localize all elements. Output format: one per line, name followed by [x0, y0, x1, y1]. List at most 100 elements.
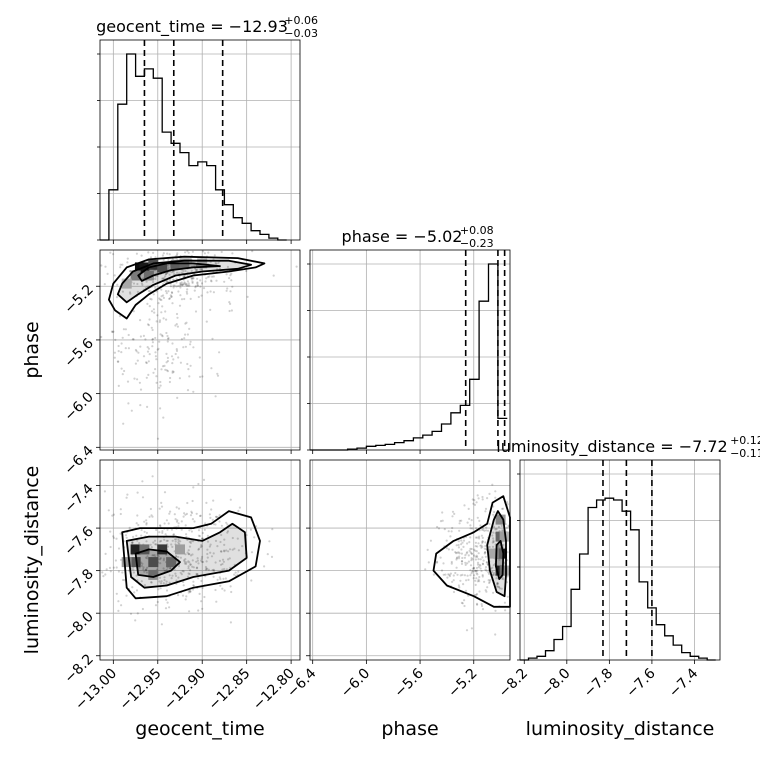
scatter-point-1-241: [104, 573, 107, 576]
scatter-point-1-79: [166, 601, 169, 604]
scatter-point-1-486: [105, 568, 108, 571]
contour-luminosity_distance_vs_phase-inner: [494, 540, 505, 580]
scatter-point-0-84: [229, 290, 232, 293]
scatter-point-1-234: [182, 580, 185, 584]
scatter-point-0-442: [184, 322, 187, 325]
scatter-point-2-350: [450, 560, 453, 564]
scatter-point-0-505: [186, 389, 190, 392]
scatter-point-1-221: [109, 545, 112, 549]
scatter-point-1-463: [172, 533, 175, 536]
scatter-point-0-415: [154, 368, 157, 371]
scatter-point-0-265: [113, 274, 116, 277]
scatter-point-1-253: [192, 486, 195, 489]
scatter-point-1-202: [134, 619, 137, 622]
scatter-point-1-461: [158, 580, 161, 583]
scatter-point-0-2: [152, 280, 155, 284]
scatter-point-1-406: [225, 521, 228, 524]
scatter-point-1-269: [219, 584, 222, 587]
scatter-point-1-287: [136, 539, 139, 542]
scatter-point-2-242: [457, 546, 460, 549]
scatter-point-0-476: [145, 361, 148, 364]
scatter-point-1-204: [229, 621, 232, 624]
scatter-point-1-476: [189, 563, 192, 566]
scatter-point-0-158: [228, 309, 231, 313]
scatter-point-1-243: [200, 559, 203, 562]
scatter-point-0-525: [127, 347, 130, 350]
scatter-point-0-99: [167, 259, 170, 262]
scatter-point-2-347: [493, 571, 496, 575]
scatter-point-1-356: [140, 534, 143, 537]
scatter-point-0-437: [198, 356, 201, 359]
scatter-point-2-234: [500, 524, 503, 528]
scatter-point-0-471: [178, 377, 181, 380]
scatter-point-0-361: [182, 269, 185, 273]
scatter-point-2-244: [470, 519, 473, 522]
scatter-point-0-284: [180, 283, 183, 286]
scatter-point-1-394: [250, 579, 253, 582]
scatter-point-0-162: [146, 285, 149, 288]
scatter-point-0-195: [230, 309, 233, 312]
scatter-point-0-445: [186, 362, 189, 366]
scatter-point-0-12: [187, 284, 190, 287]
scatter-point-2-46: [478, 480, 481, 483]
scatter-point-0-187: [168, 297, 171, 300]
scatter-point-1-444: [233, 547, 236, 550]
scatter-point-2-369: [477, 566, 480, 569]
scatter-point-1-244: [128, 526, 131, 530]
scatter-point-1-497: [145, 523, 148, 526]
scatter-point-0-294: [272, 274, 275, 277]
scatter-point-1-348: [215, 600, 218, 603]
scatter-point-0-169: [153, 311, 156, 314]
scatter-point-1-268: [150, 581, 153, 584]
scatter-point-2-335: [488, 545, 491, 549]
scatter-point-2-20: [475, 602, 479, 606]
scatter-point-2-5: [484, 507, 488, 510]
scatter-point-0-452: [150, 310, 154, 313]
scatter-point-2-182: [466, 521, 469, 524]
scatter-point-0-113: [149, 256, 153, 259]
scatter-point-0-258: [159, 298, 162, 301]
scatter-point-1-437: [253, 536, 256, 539]
scatter-point-0-37: [195, 269, 198, 272]
scatter-point-2-112: [491, 545, 495, 548]
scatter-point-0-456: [185, 321, 188, 324]
scatter-point-0-165: [225, 273, 228, 276]
scatter-point-0-325: [212, 275, 215, 278]
scatter-point-0-55: [177, 284, 180, 288]
scatter-point-1-67: [184, 598, 187, 601]
scatter-point-0-189: [157, 302, 160, 305]
scatter-point-1-189: [144, 569, 147, 572]
density-cell-luminosity_distance_vs_phase-7: [499, 565, 510, 576]
scatter-point-0-491: [144, 338, 147, 341]
scatter-point-0-519: [137, 351, 140, 354]
x-tick-label-phase-2: −5.6: [392, 665, 427, 700]
y-axis-label-phase: phase: [21, 321, 43, 378]
scatter-point-2-102: [473, 548, 476, 551]
scatter-point-2-185: [469, 551, 472, 554]
scatter-point-1-10: [158, 531, 161, 534]
scatter-point-2-114: [470, 557, 473, 560]
scatter-point-1-489: [109, 570, 112, 573]
scatter-point-0-242: [109, 251, 112, 254]
scatter-point-2-205: [455, 558, 458, 561]
scatter-point-1-80: [221, 568, 224, 571]
scatter-point-1-229: [218, 514, 221, 517]
scatter-point-0-197: [173, 284, 176, 287]
scatter-point-0-433: [118, 315, 122, 318]
scatter-point-2-78: [504, 609, 507, 612]
scatter-point-0-449: [188, 327, 191, 330]
scatter-point-0-459: [192, 390, 195, 393]
scatter-point-0-10: [192, 277, 195, 280]
scatter-point-0-378: [211, 337, 214, 340]
scatter-point-0-115: [129, 292, 132, 295]
scatter-point-1-506: [201, 537, 204, 540]
scatter-point-2-260: [477, 542, 480, 545]
scatter-point-2-267: [474, 541, 477, 544]
scatter-point-1-158: [241, 545, 244, 548]
scatter-point-0-478: [148, 353, 151, 356]
scatter-point-1-198: [200, 600, 203, 603]
scatter-point-1-119: [162, 559, 165, 562]
density-cell-luminosity_distance_vs_geocent_time-8: [175, 544, 185, 555]
scatter-point-2-175: [497, 525, 500, 529]
scatter-point-0-477: [180, 338, 183, 341]
